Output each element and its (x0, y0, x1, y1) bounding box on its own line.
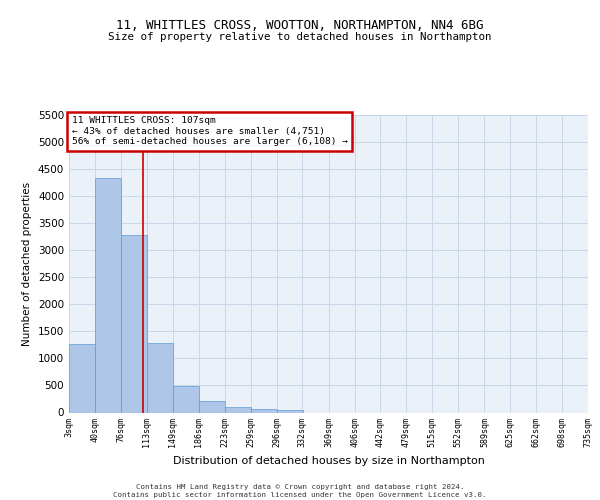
Bar (69, 344, 95, 412)
Text: 11, WHITTLES CROSS, WOOTTON, NORTHAMPTON, NN4 6BG: 11, WHITTLES CROSS, WOOTTON, NORTHAMPTON… (116, 19, 484, 32)
Bar (199, 401, 225, 412)
Text: Contains HM Land Registry data © Crown copyright and database right 2024.
Contai: Contains HM Land Registry data © Crown c… (113, 484, 487, 498)
Bar (173, 386, 199, 412)
X-axis label: Distribution of detached houses by size in Northampton: Distribution of detached houses by size … (173, 456, 484, 466)
Bar (225, 408, 251, 412)
Text: 11 WHITTLES CROSS: 107sqm
← 43% of detached houses are smaller (4,751)
56% of se: 11 WHITTLES CROSS: 107sqm ← 43% of detac… (71, 116, 347, 146)
Bar (147, 344, 173, 412)
Bar (121, 234, 147, 412)
Text: Size of property relative to detached houses in Northampton: Size of property relative to detached ho… (108, 32, 492, 42)
Bar (95, 178, 121, 412)
Bar (277, 410, 303, 412)
Bar (251, 410, 277, 412)
Y-axis label: Number of detached properties: Number of detached properties (22, 182, 32, 346)
